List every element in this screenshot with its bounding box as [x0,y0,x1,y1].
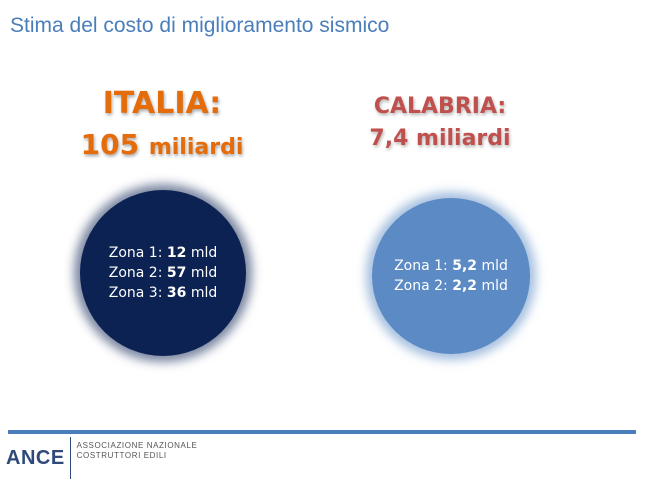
italia-heading: ITALIA: [102,86,222,121]
italia-zone-list: Zona 1: 12 mld Zona 2: 57 mld Zona 3: 36… [109,243,218,303]
zone-value: 2,2 [452,278,478,294]
zone-unit: mld [190,265,218,281]
zone-unit: mld [481,278,508,294]
logo-subtitle-line1: ASSOCIAZIONE NAZIONALE [76,441,198,450]
italia-amount-unit: miliardi [148,135,244,160]
italia-zone-row: Zona 3: 36 mld [109,283,218,303]
calabria-zone-row: Zona 2: 2,2 mld [394,276,508,296]
logo-divider [69,437,71,479]
zone-value: 36 [166,285,187,301]
italia-circle: Zona 1: 12 mld Zona 2: 57 mld Zona 3: 36… [80,190,246,356]
zone-unit: mld [190,285,218,301]
calabria-amount: 7,4 miliardi [369,126,511,151]
footer-divider [8,430,636,434]
zone-value: 57 [166,265,187,281]
logo-subtitle: ASSOCIAZIONE NAZIONALE COSTRUTTORI EDILI [77,441,198,461]
zone-unit: mld [481,258,508,274]
calabria-circle: Zona 1: 5,2 mld Zona 2: 2,2 mld [372,198,530,354]
logo-subtitle-line2: COSTRUTTORI EDILI [76,451,167,460]
zone-value: 5,2 [452,258,478,274]
calabria-zone-row: Zona 1: 5,2 mld [394,256,508,276]
italia-amount: 105 miliardi [62,128,262,161]
slide-title: Stima del costo di miglioramento sismico [10,14,390,37]
calabria-zone-list: Zona 1: 5,2 mld Zona 2: 2,2 mld [394,256,508,296]
italia-zone-row: Zona 2: 57 mld [109,263,218,283]
zone-label: Zona 2: [394,278,448,294]
italia-zone-row: Zona 1: 12 mld [109,243,218,263]
logo-name: ANCE [6,446,65,469]
zone-label: Zona 1: [394,258,448,274]
zone-label: Zona 2: [108,265,163,281]
zone-unit: mld [190,245,218,261]
zone-label: Zona 1: [108,245,163,261]
calabria-heading: CALABRIA: [373,94,507,119]
italia-amount-number: 105 [80,128,140,161]
zone-value: 12 [166,245,187,261]
ance-logo: ANCE ASSOCIAZIONE NAZIONALE COSTRUTTORI … [6,437,198,479]
zone-label: Zona 3: [108,285,163,301]
